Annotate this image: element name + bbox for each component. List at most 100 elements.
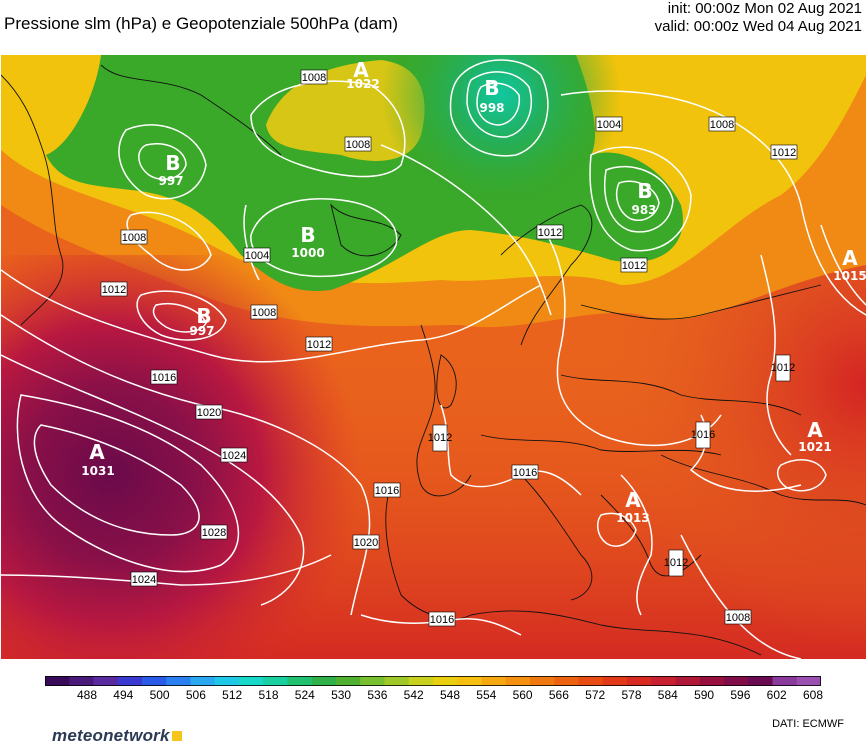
brand-logo: meteonetwork (52, 726, 182, 746)
svg-text:1016: 1016 (375, 485, 399, 497)
isobar-labels: 1008 1008 1004 1012 1008 1004 1012 1008 … (100, 69, 798, 627)
isobar-label: 1008 (250, 304, 278, 320)
colorbar-segment (748, 676, 773, 686)
svg-text:1012: 1012 (664, 557, 688, 569)
isobar-label: 1012 (428, 424, 452, 452)
svg-text:1016: 1016 (152, 372, 176, 384)
colorbar-tick-label: 572 (585, 688, 606, 702)
colorbar-tick-label: 524 (294, 688, 315, 702)
colorbar-segment (69, 676, 94, 686)
data-source: DATI: ECMWF (772, 718, 844, 730)
colorbar-segment (433, 676, 458, 686)
isobar-label: 1004 (243, 247, 271, 263)
svg-text:B: B (484, 76, 499, 100)
svg-text:B: B (300, 223, 315, 247)
svg-text:997: 997 (158, 174, 183, 188)
svg-text:1016: 1016 (691, 429, 715, 441)
isobar-label: 1024 (130, 571, 158, 587)
svg-text:1008: 1008 (726, 612, 750, 624)
colorbar-segment (457, 676, 482, 686)
colorbar-outline (45, 676, 821, 686)
valid-time: valid: 00:00z Wed 04 Aug 2021 (654, 18, 862, 35)
colorbar-tick-label: 596 (730, 688, 751, 702)
svg-text:A: A (89, 440, 105, 464)
colorbar-segment (505, 676, 531, 686)
colorbar-segment (117, 676, 143, 686)
svg-text:1016: 1016 (513, 467, 537, 479)
colorbar-tick-label: 488 (76, 688, 98, 702)
colorbar-segment (142, 676, 167, 686)
svg-text:1016: 1016 (430, 614, 454, 626)
svg-text:983: 983 (631, 203, 656, 217)
isobar-label: 1012 (536, 224, 564, 240)
colorbar-labels: 488 494 500 506 512 518 524 530 536 542 548 554 560 5… (45, 688, 823, 704)
colorbar-tick-label: 554 (476, 688, 497, 702)
isobar-label: 1012 (305, 336, 333, 352)
coastlines (1, 64, 866, 656)
colorbar-tick-label: 602 (766, 688, 787, 702)
colorbar-segment (651, 676, 676, 686)
svg-text:1020: 1020 (354, 537, 378, 549)
svg-text:1022: 1022 (346, 77, 379, 91)
high-core-fill (1, 255, 421, 659)
svg-text:1028: 1028 (202, 527, 226, 539)
colorbar-segment (214, 676, 240, 686)
colorbar-tick-label: 590 (694, 688, 715, 702)
colorbar-segment (93, 676, 119, 686)
colorbar-segment (166, 676, 191, 686)
map-title: Pressione slm (hPa) e Geopotenziale 500h… (4, 14, 399, 33)
isobar-label: 1008 (120, 229, 148, 245)
svg-text:A: A (625, 488, 641, 512)
colorbar-segment (675, 676, 701, 686)
svg-text:1004: 1004 (245, 250, 269, 262)
colorbar-segment (627, 676, 652, 686)
svg-text:1008: 1008 (710, 119, 734, 131)
colorbar-tick-label: 512 (222, 688, 243, 702)
svg-text:1020: 1020 (197, 407, 221, 419)
svg-text:1008: 1008 (252, 307, 276, 319)
weather-map: 1008 1008 1004 1012 1008 1004 1012 1008 … (1, 55, 866, 659)
colorbar-segment (699, 676, 725, 686)
svg-text:A: A (842, 246, 858, 270)
isobar-label: 1012 (100, 281, 128, 297)
colorbar-tick-label: 542 (403, 688, 424, 702)
colorbar-tick-label: 536 (367, 688, 388, 702)
svg-text:1021: 1021 (798, 440, 831, 454)
svg-text:A: A (807, 418, 823, 442)
isobar-label: 1028 (200, 524, 228, 540)
svg-text:1012: 1012 (771, 362, 795, 374)
colorbar-tick-label: 584 (657, 688, 678, 702)
isobar-label: 1008 (708, 116, 736, 132)
colorbar-tick-label: 548 (439, 688, 461, 702)
svg-text:B: B (196, 304, 211, 328)
colorbar-segment (287, 676, 313, 686)
colorbar-segment (554, 676, 579, 686)
svg-text:1012: 1012 (772, 147, 796, 159)
colorbar-tick-label: 578 (621, 688, 642, 702)
isobar-label: 1016 (511, 464, 539, 480)
isobar-label: 1004 (595, 116, 623, 132)
svg-text:1008: 1008 (122, 232, 146, 244)
svg-text:1000: 1000 (291, 246, 324, 260)
colorbar-segment (311, 676, 337, 686)
colorbar-tick-label: 530 (331, 688, 352, 702)
svg-text:1008: 1008 (302, 72, 326, 84)
colorbar-segment (796, 676, 821, 686)
svg-text:1031: 1031 (81, 464, 114, 478)
svg-text:1008: 1008 (346, 139, 370, 151)
isobar-label: 1016 (150, 369, 178, 385)
svg-text:998: 998 (479, 101, 504, 115)
colorbar-segment (360, 676, 385, 686)
colorbar-tick-label: 518 (258, 688, 279, 702)
isobar-label: 1008 (724, 609, 752, 625)
colorbar-tick-label: 500 (149, 688, 170, 702)
svg-text:B: B (165, 151, 180, 175)
